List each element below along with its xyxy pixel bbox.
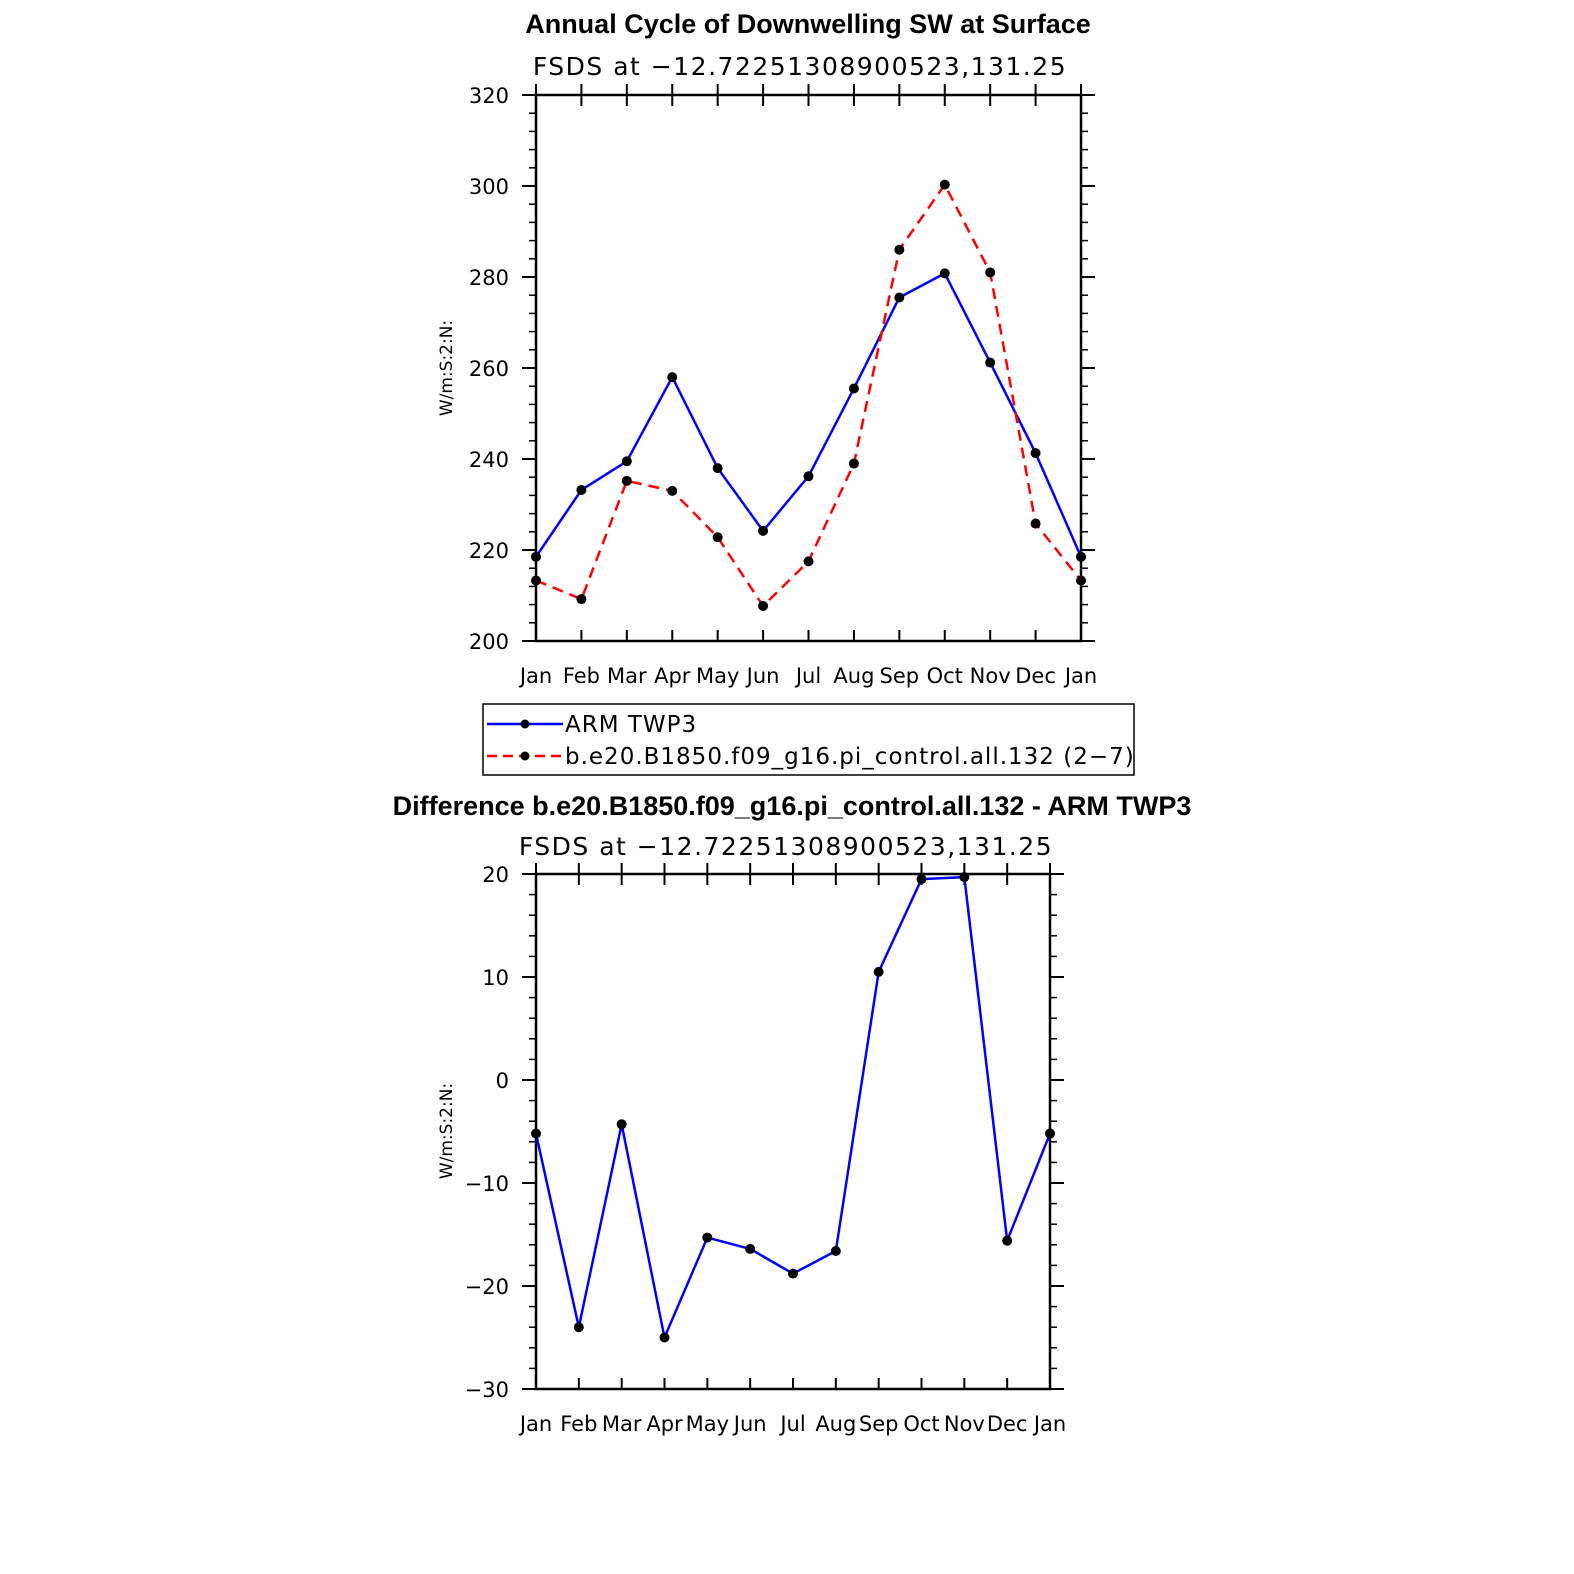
bottom-chart-series-0-point	[616, 1119, 627, 1130]
top-chart-series-1-point	[985, 267, 996, 278]
bottom-plot-area: Jan Feb Mar Apr May Jun Jul Aug Sep Oct Nov Dec Jan−…	[465, 863, 1066, 1436]
bottom-chart-x-tick-label: Dec	[987, 1412, 1028, 1436]
top-chart-x-tick-label: Jul	[794, 664, 821, 688]
bottom-chart-y-tick-label: 0	[496, 1069, 509, 1093]
top-chart-y-tick-label: 280	[469, 266, 509, 290]
legend-marker-model	[520, 751, 530, 761]
top-chart-series-0-point	[667, 372, 678, 383]
top-chart-series-1-point	[712, 532, 723, 543]
top-chart-series-0-point	[848, 383, 859, 394]
bottom-chart-y-tick-label: −10	[465, 1172, 509, 1196]
bottom-chart-x-tick-label: Apr	[646, 1412, 683, 1436]
top-chart-series-1-point	[576, 594, 587, 605]
bottom-chart-series-0-point	[873, 966, 884, 977]
bottom-chart-x-tick-label: Sep	[859, 1412, 899, 1436]
bottom-chart-y-tick-label: 10	[482, 966, 509, 990]
bottom-chart-series-0-point	[1045, 1128, 1055, 1139]
bottom-chart-series-0-point	[573, 1322, 584, 1333]
top-chart-subtitle: FSDS at −12.72251308900523,131.25	[533, 52, 1067, 81]
bottom-chart-x-tick-label: Aug	[815, 1412, 856, 1436]
bottom-chart-series-0-point	[959, 872, 970, 883]
top-chart-x-tick-label: Sep	[880, 664, 920, 688]
bottom-chart-x-tick-label: Jun	[732, 1412, 767, 1436]
bottom-chart-y-tick-label: −30	[465, 1378, 509, 1402]
bottom-chart-series-0-point	[788, 1268, 798, 1279]
bottom-chart-title: Difference b.e20.B1850.f09_g16.pi_contro…	[393, 791, 1192, 821]
top-chart-x-tick-label: Mar	[607, 664, 647, 688]
top-chart-series-1-line	[535, 183, 1082, 608]
top-chart-x-tick-label: Jan	[1063, 664, 1097, 688]
bottom-chart-series-0-point	[702, 1232, 713, 1243]
top-chart-title: Annual Cycle of Downwelling SW at Surfac…	[525, 9, 1091, 39]
top-chart-y-tick-label: 300	[469, 175, 509, 199]
top-chart-series-1-point	[848, 458, 859, 469]
bottom-chart-x-tick-label: Feb	[560, 1412, 597, 1436]
legend-label-model: b.e20.B1850.f09_g16.pi_control.all.132 (…	[565, 744, 1135, 770]
top-chart-series-1-point	[758, 600, 769, 611]
top-chart-series-1-point	[621, 475, 632, 486]
top-chart-series-0-point	[803, 471, 814, 482]
top-chart-series-1-point	[1030, 518, 1041, 529]
top-chart-series-0-point	[712, 463, 723, 474]
top-plot-area: Jan Feb Mar Apr May Jun Jul Aug Sep Oct Nov Dec Jan 2…	[469, 84, 1097, 688]
top-chart-legend: ARM TWP3 b.e20.B1850.f09_g16.pi_control.…	[482, 703, 1135, 776]
top-chart-series-0-point	[985, 357, 996, 368]
top-chart-x-tick-label: Oct	[927, 664, 963, 688]
legend-box	[482, 703, 1135, 776]
top-chart-series-0-point	[1030, 448, 1041, 459]
top-chart-x-tick-label: Aug	[833, 664, 874, 688]
top-chart-x-tick-label: Feb	[563, 664, 600, 688]
top-chart-series-1-point	[1076, 575, 1086, 586]
top-chart-x-tick-label: May	[696, 664, 739, 688]
top-chart-x-tick-label: Apr	[654, 664, 691, 688]
top-chart-series-1-point	[667, 485, 678, 496]
bottom-chart-y-tick-label: 20	[482, 863, 509, 887]
top-chart-series-0-point	[939, 268, 950, 279]
bottom-chart-subtitle: FSDS at −12.72251308900523,131.25	[519, 832, 1053, 861]
top-chart-series-0-point	[621, 456, 632, 467]
legend-label-arm-twp3: ARM TWP3	[565, 712, 697, 738]
bottom-chart-y-tick-label: −20	[465, 1275, 509, 1299]
bottom-chart-series-0-point	[531, 1128, 541, 1139]
bottom-chart-x-tick-label: Oct	[903, 1412, 939, 1436]
top-chart-x-tick-label: Jun	[745, 664, 780, 688]
bottom-chart-series-0-line	[534, 875, 1052, 1339]
top-chart-x-tick-label: Dec	[1015, 664, 1056, 688]
top-chart-series-1-point	[803, 556, 814, 567]
bottom-chart-x-tick-label: Mar	[602, 1412, 642, 1436]
bottom-chart-series-0-point	[1002, 1235, 1013, 1246]
top-chart-series-0-point	[531, 551, 541, 562]
bottom-chart-x-tick-label: Nov	[944, 1412, 985, 1436]
top-chart-x-tick-label: Nov	[970, 664, 1011, 688]
bottom-chart-series-0-point	[659, 1332, 670, 1343]
top-chart-series-0-point	[576, 484, 587, 495]
bottom-chart-x-tick-label: Jul	[778, 1412, 805, 1436]
top-chart-y-tick-label: 220	[469, 539, 509, 563]
bottom-chart-series-0-point	[745, 1243, 756, 1254]
top-chart-y-tick-label: 200	[469, 630, 509, 654]
bottom-chart-series-0-point	[830, 1245, 841, 1256]
top-chart-series-1-point	[531, 575, 541, 586]
top-chart-series-0-point	[894, 292, 905, 303]
top-chart-y-axis-label: W/m:S:2:N:	[437, 320, 457, 416]
top-chart-y-tick-label: 320	[469, 84, 509, 108]
bottom-chart-y-axis-label: W/m:S:2:N:	[437, 1083, 457, 1179]
top-chart-y-tick-label: 260	[469, 357, 509, 381]
bottom-chart-x-tick-label: May	[686, 1412, 729, 1436]
top-chart-series-1-point	[894, 244, 905, 255]
top-chart-x-tick-label: Jan	[518, 664, 552, 688]
top-chart-y-tick-label: 240	[469, 448, 509, 472]
legend-marker-arm-twp3	[520, 719, 530, 729]
top-chart-series-1-point	[939, 179, 950, 190]
top-chart-series-0-point	[1076, 551, 1086, 562]
top-chart-series-0-point	[758, 525, 769, 536]
bottom-chart-x-tick-label: Jan	[518, 1412, 552, 1436]
bottom-chart-series-0-point	[916, 874, 927, 885]
bottom-chart-x-tick-label: Jan	[1032, 1412, 1066, 1436]
